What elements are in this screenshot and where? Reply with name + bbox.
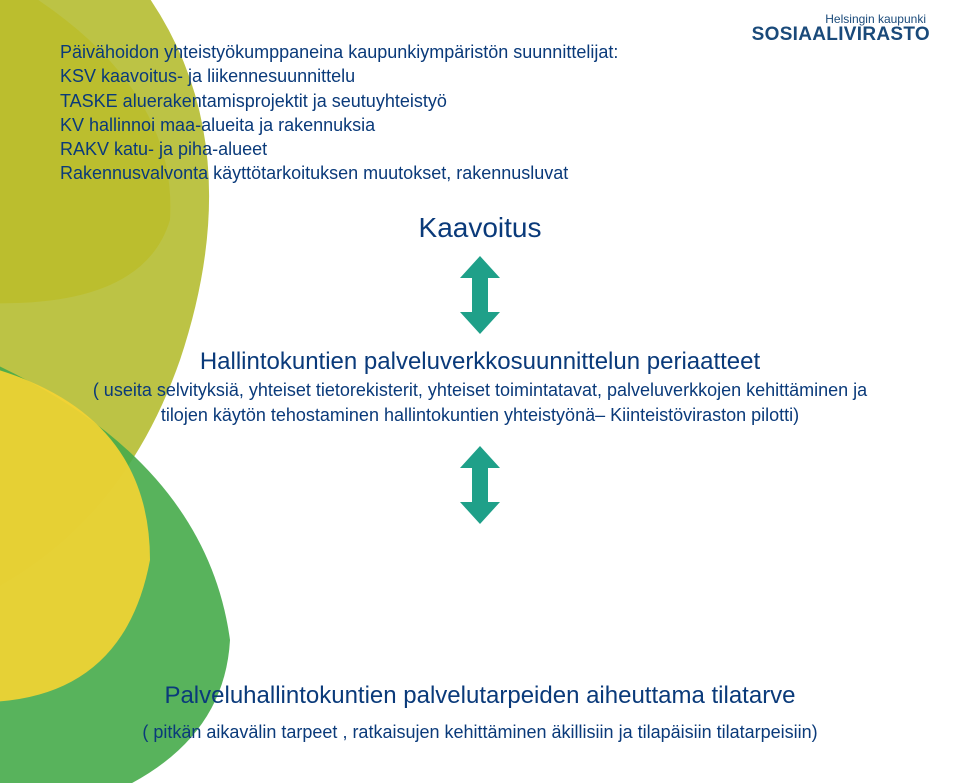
hallintokuntien-sub2: tilojen käytön tehostaminen hallintokunt… (60, 404, 900, 427)
palveluhallintokuntien-heading: Palveluhallintokuntien palvelutarpeiden … (0, 682, 960, 710)
kaavoitus-heading: Kaavoitus (60, 212, 900, 244)
intro-line: RAKV katu- ja piha-alueet (60, 137, 900, 161)
intro-line: TASKE aluerakentamisprojektit ja seutuyh… (60, 89, 900, 113)
hallintokuntien-sub1: ( useita selvityksiä, yhteiset tietoreki… (60, 379, 900, 402)
intro-line: KSV kaavoitus- ja liikennesuunnittelu (60, 64, 900, 88)
intro-text-block: Päivähoidon yhteistyökumppaneina kaupunk… (60, 40, 900, 186)
double-arrow-1 (60, 256, 900, 334)
sosiaalivirasto-logo: Helsingin kaupunki SOSIAALIVIRASTO (752, 12, 930, 46)
intro-line: Rakennusvalvonta käyttötarkoituksen muut… (60, 161, 900, 185)
logo-bottom-text: SOSIAALIVIRASTO (752, 24, 930, 46)
intro-line: KV hallinnoi maa-alueita ja rakennuksia (60, 113, 900, 137)
palveluhallintokuntien-sub: ( pitkän aikavälin tarpeet , ratkaisujen… (0, 722, 960, 743)
double-arrow-2 (60, 446, 900, 524)
footer-section: Palveluhallintokuntien palvelutarpeiden … (0, 682, 960, 743)
hallintokuntien-heading: Hallintokuntien palveluverkkosuunnittelu… (60, 346, 900, 377)
